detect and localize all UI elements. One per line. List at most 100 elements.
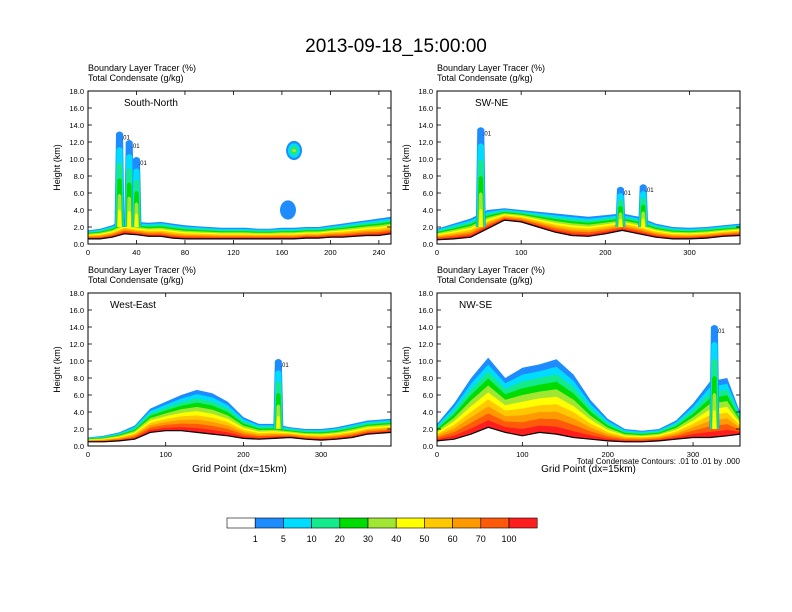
panel-header-condensate: Total Condensate (g/kg) — [437, 275, 533, 285]
y-tick-label: 12.0 — [69, 340, 84, 349]
y-axis-label: Height (km) — [52, 144, 62, 191]
colorbar-segment — [254, 517, 284, 529]
colorbar-segment — [395, 517, 425, 529]
contour-note: Total Condensate Contours: .01 to .01 by… — [577, 457, 741, 466]
colorbar-label: 100 — [501, 534, 516, 544]
plot-frame — [87, 90, 392, 245]
panel-header-condensate: Total Condensate (g/kg) — [88, 275, 184, 285]
colorbar-segment — [226, 517, 256, 529]
panel-label: NW-SE — [459, 300, 492, 311]
panel-header-tracer: Boundary Layer Tracer (%) — [88, 63, 196, 73]
y-tick-label: 14.0 — [69, 121, 84, 130]
x-tick-label: 0 — [86, 450, 90, 459]
x-tick-label: 200 — [324, 248, 337, 257]
cloud-patch — [292, 148, 297, 153]
plot-frame — [436, 292, 741, 447]
tracer-band — [88, 415, 391, 442]
y-tick-label: 16.0 — [418, 306, 433, 315]
y-tick-label: 2.0 — [423, 223, 433, 232]
tracer-band — [437, 215, 740, 240]
contour-label: .01 — [483, 131, 492, 137]
colorbar-label: 5 — [281, 534, 286, 544]
panel-header-tracer: Boundary Layer Tracer (%) — [437, 63, 545, 73]
y-tick-label: 0.0 — [423, 240, 433, 249]
plot-content: .01.01.01 — [437, 127, 740, 241]
panel-west-east: Boundary Layer Tracer (%)Total Condensat… — [52, 265, 392, 475]
terrain-line — [88, 233, 391, 240]
y-tick-label: 2.0 — [74, 425, 84, 434]
y-axis-label: Height (km) — [401, 144, 411, 191]
x-tick-label: 100 — [516, 450, 529, 459]
colorbar-label: 60 — [448, 534, 458, 544]
tracer-band — [88, 232, 391, 239]
panel-nw-se: Boundary Layer Tracer (%)Total Condensat… — [401, 265, 741, 475]
y-tick-label: 0.0 — [423, 442, 433, 451]
plot-content: .01 — [88, 359, 391, 443]
terrain-line — [437, 426, 740, 443]
x-tick-label: 40 — [132, 248, 140, 257]
y-tick-label: 4.0 — [423, 408, 433, 417]
y-tick-label: 4.0 — [74, 408, 84, 417]
tracer-band — [88, 398, 391, 442]
plot-content: .01 — [437, 325, 740, 443]
tracer-band — [437, 420, 740, 442]
colorbar-segment — [283, 517, 312, 529]
y-tick-label: 8.0 — [74, 172, 84, 181]
colorbar-segment — [367, 517, 397, 529]
y-tick-label: 10.0 — [69, 155, 84, 164]
y-tick-label: 6.0 — [74, 391, 84, 400]
x-tick-label: 0 — [86, 248, 90, 257]
x-tick-label: 300 — [687, 450, 700, 459]
panel-label: SW-NE — [475, 98, 508, 109]
y-tick-label: 2.0 — [423, 425, 433, 434]
tracer-band — [88, 402, 391, 442]
panel-header-tracer: Boundary Layer Tracer (%) — [88, 265, 196, 275]
y-tick-label: 8.0 — [423, 172, 433, 181]
y-tick-label: 18.0 — [418, 289, 433, 298]
y-tick-label: 18.0 — [69, 87, 84, 96]
colorbar-segment — [508, 517, 538, 529]
plume — [618, 218, 623, 227]
plume — [127, 210, 132, 227]
contour-label: .01 — [716, 329, 725, 335]
x-tick-label: 200 — [237, 450, 250, 459]
y-tick-label: 12.0 — [69, 138, 84, 147]
tracer-band — [88, 411, 391, 442]
y-tick-label: 16.0 — [418, 104, 433, 113]
y-tick-label: 8.0 — [74, 374, 84, 383]
plot-content: .01.01.01 — [88, 131, 391, 240]
colorbar-label: 30 — [363, 534, 373, 544]
contour-label: .01 — [131, 144, 140, 150]
panel-header-condensate: Total Condensate (g/kg) — [437, 73, 533, 83]
y-tick-label: 6.0 — [74, 189, 84, 198]
y-tick-label: 8.0 — [423, 374, 433, 383]
colorbar-label: 40 — [391, 534, 401, 544]
y-tick-label: 0.0 — [74, 442, 84, 451]
y-tick-label: 4.0 — [423, 206, 433, 215]
terrain-line — [88, 430, 391, 443]
plume — [712, 410, 717, 429]
plume — [276, 415, 281, 429]
x-tick-label: 120 — [227, 248, 240, 257]
y-tick-label: 14.0 — [69, 323, 84, 332]
x-tick-label: 160 — [276, 248, 289, 257]
panel-header-tracer: Boundary Layer Tracer (%) — [437, 265, 545, 275]
plume — [117, 209, 122, 227]
x-tick-label: 100 — [515, 248, 528, 257]
y-tick-label: 18.0 — [418, 87, 433, 96]
panel-label: South-North — [124, 98, 178, 109]
plot-frame — [87, 292, 392, 447]
panel-header-condensate: Total Condensate (g/kg) — [88, 73, 184, 83]
y-tick-label: 4.0 — [74, 206, 84, 215]
y-axis-label: Height (km) — [52, 346, 62, 393]
x-tick-label: 0 — [435, 450, 439, 459]
y-tick-label: 6.0 — [423, 391, 433, 400]
colorbar-segment — [311, 517, 341, 529]
contour-label: .01 — [138, 161, 147, 167]
colorbar-label: 70 — [476, 534, 486, 544]
panel-sw-ne: Boundary Layer Tracer (%)Total Condensat… — [401, 63, 741, 257]
contour-label: .01 — [122, 136, 131, 142]
plume — [134, 213, 139, 227]
y-tick-label: 2.0 — [74, 223, 84, 232]
contour-label: .01 — [645, 188, 654, 194]
